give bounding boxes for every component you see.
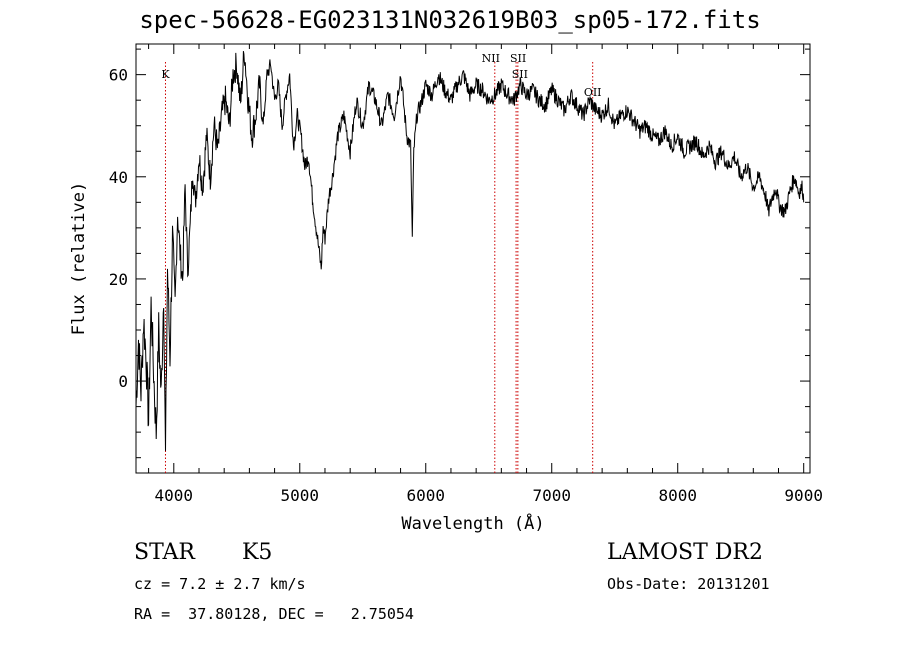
- y-tick-label: 0: [118, 372, 128, 391]
- line-marker-label: SII: [510, 52, 526, 65]
- line-marker-label: K: [161, 68, 170, 81]
- ra-dec: RA = 37.80128, DEC = 2.75054: [134, 605, 414, 623]
- plot-frame: [135, 43, 811, 474]
- x-tick-label: 5000: [281, 486, 320, 505]
- x-axis-label: Wavelength (Å): [401, 512, 544, 534]
- cz-value: cz = 7.2 ± 2.7 km/s: [134, 575, 306, 593]
- star-subclass: K5: [242, 540, 273, 565]
- survey-label: LAMOST DR2: [607, 540, 763, 565]
- y-tick-label: 60: [109, 66, 128, 85]
- x-tick-label: 9000: [784, 486, 823, 505]
- y-tick-label: 20: [109, 270, 128, 289]
- line-marker-label: NII: [482, 52, 500, 65]
- spectrum-line: [135, 51, 805, 451]
- chart-title: spec-56628-EG023131N032619B03_sp05-172.f…: [139, 6, 761, 34]
- star-class: STAR: [134, 540, 195, 565]
- line-marker-label: OII: [584, 86, 602, 99]
- x-tick-label: 7000: [532, 486, 571, 505]
- x-tick-label: 8000: [658, 486, 697, 505]
- x-tick-label: 6000: [406, 486, 445, 505]
- obs-date: Obs-Date: 20131201: [607, 575, 770, 593]
- x-tick-label: 4000: [155, 486, 194, 505]
- line-marker-label: SII: [512, 68, 528, 81]
- y-tick-label: 40: [109, 168, 128, 187]
- y-axis-label: Flux (relative): [69, 182, 89, 336]
